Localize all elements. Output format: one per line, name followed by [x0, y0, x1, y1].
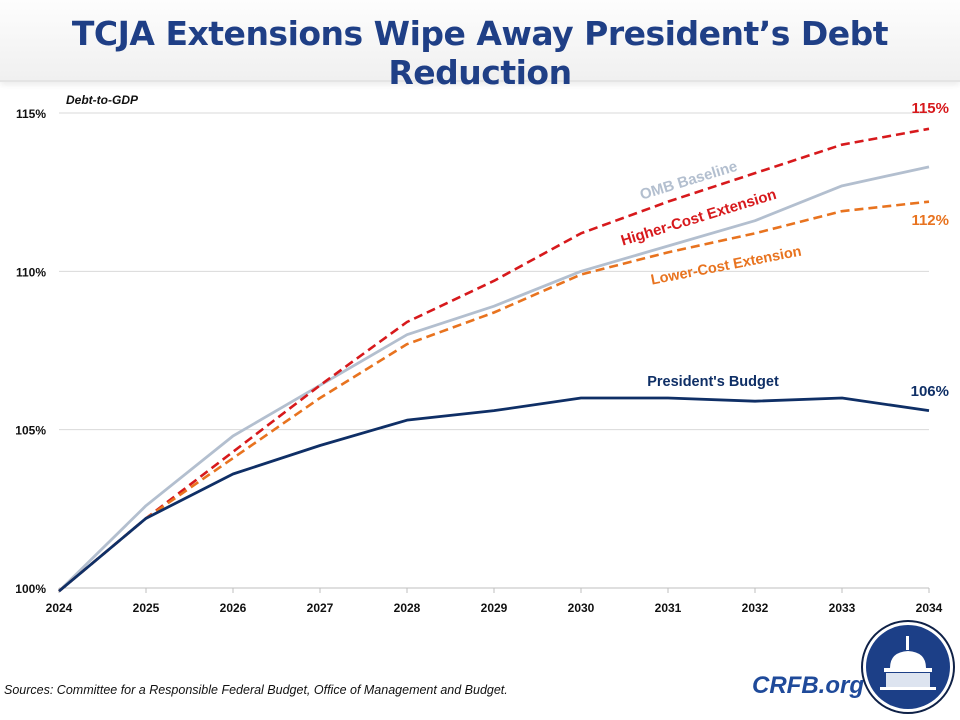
- title-bar: TCJA Extensions Wipe Away President’s De…: [0, 0, 960, 92]
- series-label: OMB Baseline: [638, 158, 739, 204]
- x-tick-label: 2031: [655, 601, 682, 615]
- x-tick-label: 2026: [220, 601, 247, 615]
- series-line-president-s-budget: [58, 396, 930, 593]
- x-tick-label: 2030: [568, 601, 595, 615]
- x-tick-label: 2032: [742, 601, 769, 615]
- chart-title: TCJA Extensions Wipe Away President’s De…: [71, 14, 889, 92]
- series-line-higher-cost-extension: [58, 127, 930, 593]
- y-tick-label: 105%: [15, 424, 46, 438]
- series-label: President's Budget: [647, 374, 779, 390]
- y-tick-label: 115%: [16, 107, 46, 121]
- series-line-omb-baseline: [58, 165, 930, 593]
- x-tick-label: 2029: [481, 601, 508, 615]
- x-tick-label: 2028: [394, 601, 421, 615]
- x-tick-label: 2024: [46, 601, 73, 615]
- series-label: Lower-Cost Extension: [650, 244, 803, 289]
- x-tick-label: 2033: [829, 601, 856, 615]
- y-tick-label: 110%: [16, 265, 46, 279]
- end-value-label: 115%: [911, 100, 949, 117]
- x-tick-label: 2027: [307, 601, 334, 615]
- end-value-label: 112%: [911, 212, 949, 229]
- source-note: Sources: Committee for a Responsible Fed…: [4, 683, 508, 697]
- y-axis-label: Debt-to-GDP: [66, 93, 139, 107]
- brand-link[interactable]: CRFB.org: [752, 672, 864, 699]
- x-tick-label: 2025: [133, 601, 160, 615]
- y-tick-label: 100%: [15, 582, 46, 596]
- x-tick-label: 2034: [916, 601, 943, 615]
- end-value-label: 106%: [911, 383, 949, 400]
